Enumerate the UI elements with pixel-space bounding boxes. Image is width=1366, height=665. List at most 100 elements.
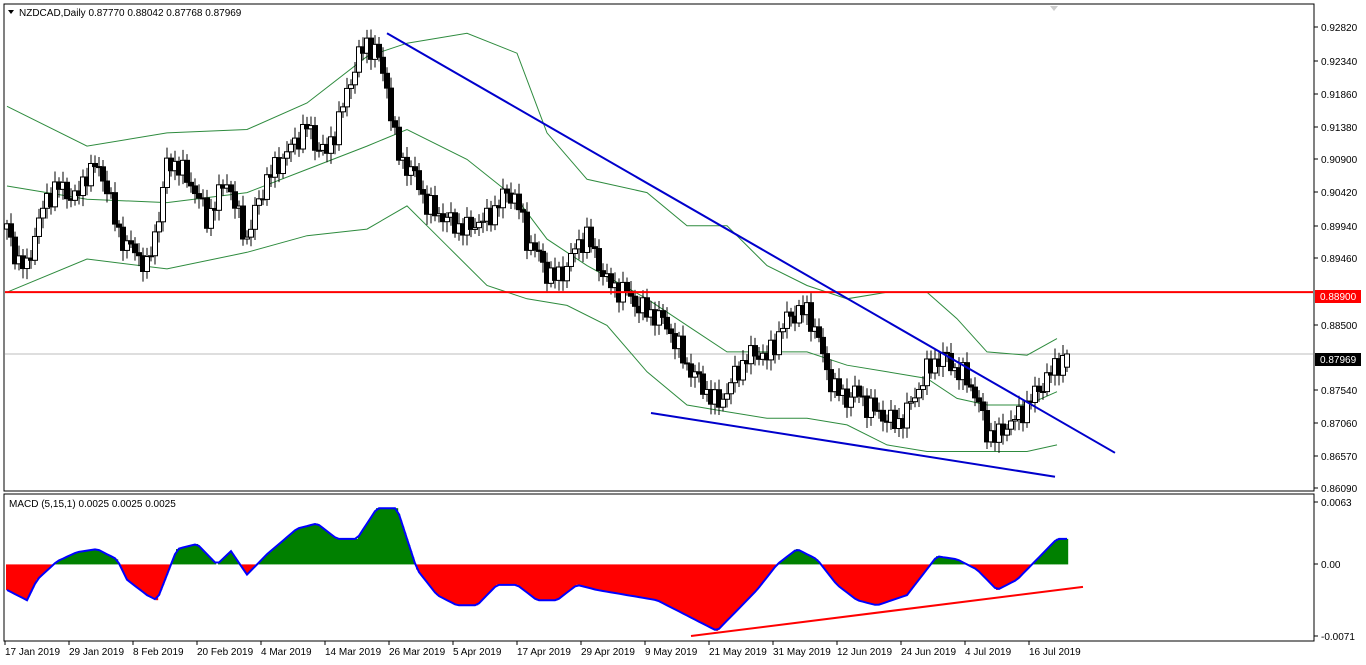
macd-bar-negative	[612, 564, 615, 593]
macd-bar-negative	[546, 564, 549, 601]
macd-bar-negative	[484, 564, 487, 598]
bear-candle-body	[856, 385, 862, 397]
macd-bar-negative	[922, 564, 925, 575]
candle	[668, 323, 674, 343]
price-tick-label: 0.86570	[1321, 452, 1358, 463]
macd-bar-negative	[462, 564, 465, 606]
macd-bar-negative	[830, 564, 833, 578]
macd-bar-positive	[284, 538, 287, 565]
macd-bar-negative	[440, 564, 443, 598]
macd-bar-positive	[1052, 542, 1055, 565]
bear-candle-body	[948, 352, 954, 372]
candle	[472, 218, 478, 234]
macd-bar-positive	[100, 551, 103, 565]
macd-bar-positive	[348, 538, 351, 565]
macd-bar-negative	[598, 564, 601, 591]
symbol-menu-icon[interactable]	[8, 10, 14, 14]
macd-bar-negative	[982, 564, 985, 576]
candle	[112, 182, 118, 232]
macd-bar-negative	[534, 564, 537, 599]
bear-candle-body	[136, 252, 142, 257]
price-layer	[4, 29, 1313, 478]
macd-bar-positive	[272, 549, 275, 565]
macd-bar-positive	[380, 508, 383, 565]
candle	[192, 178, 198, 204]
macd-bar-negative	[12, 564, 15, 594]
macd-bar-positive	[780, 561, 783, 565]
macd-bar-negative	[464, 564, 467, 606]
macd-bar-positive	[206, 554, 209, 565]
candle	[908, 395, 914, 410]
macd-bar-positive	[86, 550, 89, 565]
panel-collapse-icon[interactable]	[1050, 6, 1058, 11]
candle	[160, 181, 166, 232]
upper-trendline	[386, 32, 1116, 454]
macd-bar-negative	[42, 564, 45, 575]
bear-candle-body	[972, 386, 978, 399]
candle	[976, 390, 982, 413]
macd-bar-negative	[162, 564, 165, 585]
candle	[608, 267, 614, 295]
macd-bar-negative	[760, 564, 763, 585]
bear-candle-body	[752, 345, 758, 357]
bear-candle-body	[644, 297, 650, 318]
candle	[788, 307, 794, 327]
macd-bar-positive	[106, 554, 109, 565]
bear-candle-body	[516, 193, 522, 211]
candle	[688, 353, 694, 387]
bear-candle-body	[504, 188, 510, 194]
macd-bar-negative	[756, 564, 759, 590]
macd-bar-negative	[618, 564, 621, 594]
macd-bar-negative	[662, 564, 665, 604]
bull-candle-body	[848, 396, 854, 408]
bull-candle-body	[88, 162, 94, 187]
macd-bar-negative	[8, 564, 11, 591]
candle	[344, 77, 350, 117]
candle	[336, 101, 342, 151]
candle	[132, 237, 138, 261]
bull-candle-body	[780, 327, 786, 333]
macd-bar-negative	[570, 564, 573, 590]
candle	[856, 379, 862, 404]
macd-bar-positive	[376, 508, 379, 565]
candle	[248, 219, 254, 247]
price-tick-label: 0.87060	[1321, 419, 1358, 430]
bear-candle-body	[228, 184, 234, 193]
candle	[720, 393, 726, 412]
macd-bar-positive	[320, 526, 323, 565]
bear-candle-body	[984, 410, 990, 443]
price-tick-label: 0.88500	[1321, 321, 1358, 332]
price-panel[interactable]	[3, 3, 1315, 492]
macd-bar-negative	[446, 564, 449, 601]
candle	[504, 184, 510, 203]
macd-bar-negative	[468, 564, 471, 606]
bull-candle-body	[336, 111, 342, 146]
macd-bar-negative	[552, 564, 555, 601]
macd-bar-positive	[268, 552, 271, 565]
candle	[156, 211, 162, 243]
bull-candle-body	[344, 87, 350, 108]
macd-bar-negative	[516, 564, 519, 585]
candle	[312, 116, 318, 161]
bear-candle-body	[696, 371, 702, 375]
macd-bar-positive	[948, 558, 951, 565]
macd-bar-positive	[408, 544, 411, 565]
macd-bar-positive	[312, 524, 315, 565]
macd-bar-negative	[644, 564, 647, 599]
macd-bar-positive	[786, 556, 789, 565]
macd-bar-negative	[514, 564, 517, 585]
macd-bar-negative	[522, 564, 525, 590]
candle	[984, 401, 990, 449]
macd-bar-negative	[530, 564, 533, 596]
macd-bar-positive	[288, 535, 291, 565]
macd-bar-positive	[304, 526, 307, 565]
macd-bar-negative	[420, 564, 423, 575]
candle	[340, 102, 346, 118]
candle	[656, 300, 662, 335]
macd-bar-negative	[466, 564, 469, 606]
candle	[568, 242, 574, 272]
macd-bar-negative	[44, 564, 47, 573]
macd-bar-positive	[74, 553, 77, 565]
price-tick-label: 0.90420	[1321, 188, 1358, 199]
